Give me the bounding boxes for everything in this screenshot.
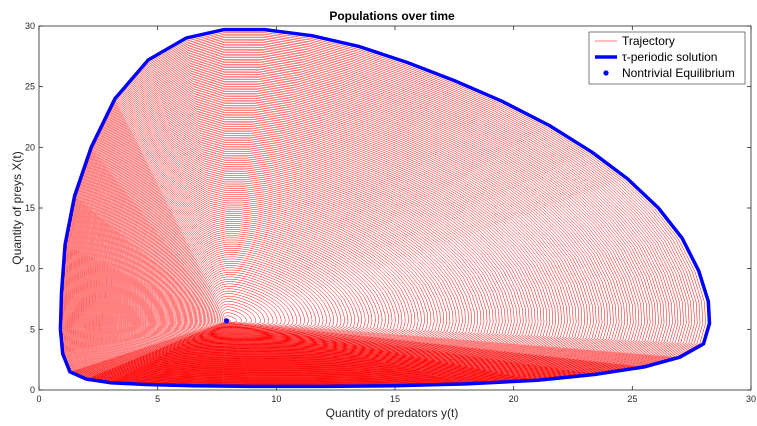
legend-label: τ-periodic solution [622,50,717,64]
periodic-solution-line [58,27,712,389]
y-tick-label: 10 [25,264,35,274]
x-tick-label: 5 [155,394,160,404]
y-tick-label: 20 [25,142,35,152]
legend-label: Nontrivial Equilibrium [622,66,735,80]
x-tick-label: 30 [746,394,756,404]
x-tick-label: 0 [36,394,41,404]
legend: Trajectory τ-periodic solution Nontrivial … [588,31,746,85]
equilibrium-point [223,318,230,324]
legend-label: Trajectory [622,34,675,48]
x-axis-label: Quantity of predators y(t) [326,406,459,420]
y-tick-label: 30 [25,21,35,31]
x-tick-label: 15 [390,394,400,404]
x-tick-label: 25 [627,394,637,404]
plot-area: 0 5 10 15 20 25 30 0 5 10 15 20 25 30 Trajectory τ-peri… [25,21,756,404]
y-axis-label: Quantity of preys X(t) [10,151,24,264]
y-tick-label: 0 [30,385,35,395]
trajectory-line [60,30,709,387]
chart-title: Populations over time [329,9,455,23]
axes-box [38,25,752,391]
x-tick-label: 10 [271,394,281,404]
y-tick-label: 5 [30,324,35,334]
y-tick-label: 15 [25,203,35,213]
x-tick-label: 20 [509,394,519,404]
legend-swatch-equilibrium [603,70,609,76]
y-tick-label: 25 [25,82,35,92]
